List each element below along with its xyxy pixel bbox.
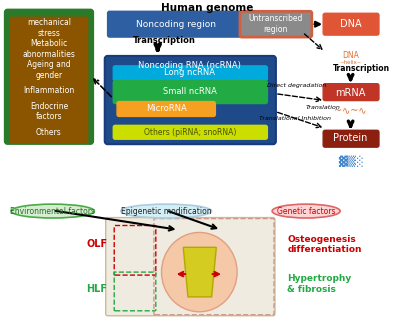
Text: Small ncRNA: Small ncRNA — [163, 87, 217, 96]
FancyBboxPatch shape — [10, 80, 88, 102]
Text: Inflammation: Inflammation — [23, 86, 74, 95]
Text: mechanical
stress: mechanical stress — [27, 18, 71, 38]
FancyBboxPatch shape — [10, 101, 88, 122]
Text: Environmental factors: Environmental factors — [10, 206, 95, 215]
Text: ▓▒░: ▓▒░ — [338, 155, 363, 167]
Text: Long ncRNA: Long ncRNA — [164, 68, 215, 77]
Text: Genetic factors: Genetic factors — [277, 206, 335, 215]
FancyBboxPatch shape — [105, 56, 276, 144]
FancyBboxPatch shape — [323, 13, 379, 35]
FancyBboxPatch shape — [4, 9, 94, 144]
Ellipse shape — [272, 204, 340, 218]
Text: Epigenetic modification: Epigenetic modification — [121, 206, 212, 215]
Text: DNA: DNA — [340, 19, 361, 29]
FancyBboxPatch shape — [117, 102, 215, 117]
Text: Transcription: Transcription — [333, 64, 390, 73]
Text: Others (piRNA; snoRNA): Others (piRNA; snoRNA) — [144, 128, 236, 137]
Text: ~helix~: ~helix~ — [339, 60, 362, 65]
Text: Ageing and
gender: Ageing and gender — [27, 60, 71, 80]
FancyBboxPatch shape — [10, 122, 88, 143]
FancyBboxPatch shape — [10, 17, 88, 39]
Text: Endocrine
factors: Endocrine factors — [30, 102, 68, 121]
Text: ~∿~∿: ~∿~∿ — [334, 107, 367, 117]
FancyBboxPatch shape — [113, 81, 267, 104]
Text: Osteogenesis
differentiation: Osteogenesis differentiation — [287, 235, 362, 254]
Text: Translational Inhibition: Translational Inhibition — [259, 116, 331, 121]
Ellipse shape — [11, 204, 94, 218]
Text: Hypertrophy
& fibrosis: Hypertrophy & fibrosis — [287, 274, 352, 294]
FancyBboxPatch shape — [106, 217, 275, 316]
Text: Metabolic
abnormalities: Metabolic abnormalities — [22, 39, 76, 59]
Text: Protein: Protein — [333, 133, 368, 143]
FancyBboxPatch shape — [10, 38, 88, 60]
Text: Transcription: Transcription — [133, 36, 196, 45]
Text: Direct degradation: Direct degradation — [267, 83, 326, 88]
FancyBboxPatch shape — [108, 11, 244, 37]
Circle shape — [162, 232, 237, 312]
Text: mRNA: mRNA — [335, 88, 366, 98]
Text: Translation: Translation — [306, 105, 341, 110]
Text: Untranscribed
region: Untranscribed region — [249, 15, 303, 34]
FancyBboxPatch shape — [323, 130, 379, 147]
FancyBboxPatch shape — [10, 59, 88, 81]
Text: DNA: DNA — [342, 51, 359, 60]
Text: Noncoding RNA (ncRNA): Noncoding RNA (ncRNA) — [138, 61, 241, 70]
FancyBboxPatch shape — [113, 125, 267, 139]
Text: MicroRNA: MicroRNA — [146, 104, 186, 113]
Ellipse shape — [121, 204, 212, 218]
Text: Noncoding region: Noncoding region — [136, 20, 216, 29]
Text: Human genome: Human genome — [161, 3, 253, 13]
FancyBboxPatch shape — [240, 11, 312, 37]
Text: Others: Others — [36, 128, 62, 137]
Text: HLF: HLF — [86, 284, 108, 294]
FancyBboxPatch shape — [323, 84, 379, 101]
Text: OLF: OLF — [86, 239, 108, 249]
FancyBboxPatch shape — [113, 66, 267, 81]
Polygon shape — [183, 247, 216, 297]
